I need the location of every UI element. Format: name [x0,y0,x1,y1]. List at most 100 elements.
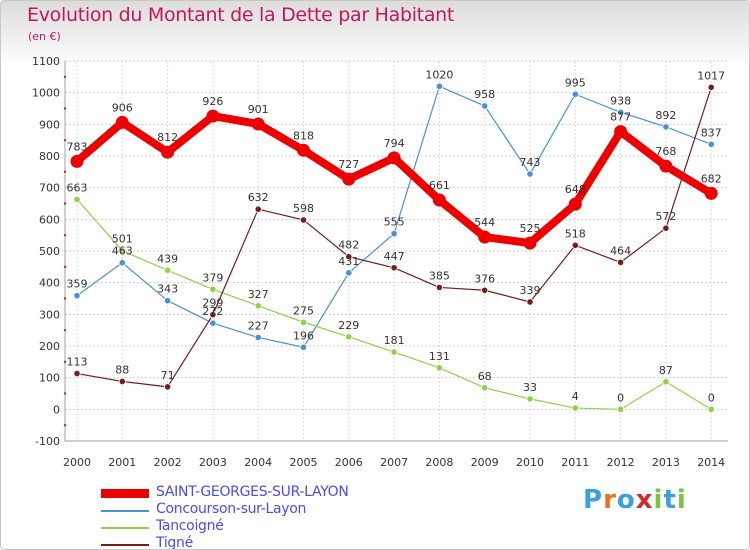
x-tick-label: 2005 [290,456,318,469]
x-tick-label: 2013 [652,456,680,469]
data-label: 632 [248,191,269,204]
data-label: 572 [655,210,676,223]
x-tick-label: 2010 [516,456,544,469]
y-minor-tick [63,360,67,364]
y-minor-tick [63,202,67,205]
series-point [478,230,492,244]
y-minor-tick [63,138,67,142]
series-point [251,117,265,131]
x-tick-label: 2004 [244,456,272,469]
series-point [616,405,625,413]
legend-swatch [101,544,149,546]
y-tick-label: 900 [39,118,60,131]
data-label: 648 [565,183,586,196]
legend-label: Tancoigné [156,518,224,534]
y-tick-label: 500 [39,245,60,258]
y-minor-tick [63,392,67,395]
data-label: 439 [157,252,178,265]
data-label: 1020 [425,68,453,81]
y-tick-label: 600 [39,213,60,226]
series-point [571,90,579,98]
series-point [73,369,81,378]
data-label: 501 [112,233,133,246]
series-point [161,145,175,159]
data-label: 525 [520,222,541,235]
y-minor-tick [63,233,67,237]
series-point [390,229,398,238]
series [70,82,718,413]
y-tick-label: 800 [39,150,60,163]
data-label: 4 [572,390,579,403]
y-minor-tick [63,107,67,110]
series-point [254,205,262,213]
data-label: 275 [293,304,314,317]
series-point [526,395,534,403]
legend-item: SAINT-GEORGES-SUR-LAYON [101,484,401,502]
y-minor-tick [63,75,67,79]
logo-letter: i [676,485,687,515]
data-label: 196 [293,329,314,342]
series-point [118,377,126,386]
y-minor-tick [63,265,67,269]
legend-label: SAINT-GEORGES-SUR-LAYON [156,484,349,500]
x-tick-label: 2000 [63,456,91,469]
data-label: 877 [610,111,631,124]
data-label: 743 [520,156,541,169]
data-label: 682 [701,172,722,185]
data-label: 339 [520,284,541,297]
series-point [616,258,625,266]
series-point [299,318,308,326]
legend-swatch [101,510,149,512]
y-minor-tick [63,170,67,174]
data-label: 783 [67,140,88,153]
logo-letter: o [616,485,636,515]
data-label: 299 [202,297,223,310]
data-label: 431 [338,255,359,268]
series-point [299,216,308,224]
series-point [345,269,353,277]
series-point [342,172,356,186]
x-tick-label: 2007 [380,456,408,469]
x-tick-label: 2001 [108,456,136,469]
line-chart: -100010020030040050060070080090010001100… [32,55,728,469]
x-tick-label: 2006 [335,456,363,469]
data-label: 901 [248,103,269,116]
data-label: 958 [474,88,495,101]
series-point [432,193,446,207]
data-label: 837 [701,126,722,139]
legend-item: Tigné [101,535,401,549]
data-label: 892 [655,109,676,122]
data-label: 113 [67,356,88,369]
series-point [571,241,579,249]
series-point [164,297,172,305]
series-point [526,170,534,178]
data-label: 995 [565,76,586,89]
y-tick-label: 1100 [32,55,60,68]
series-point [662,378,670,386]
data-label: 661 [429,179,450,192]
data-label: 794 [384,137,405,150]
data-label: 1017 [697,69,725,82]
data-label: 447 [384,250,405,263]
x-tick-label: 2012 [607,456,635,469]
chart-title: Evolution du Montant de la Dette par Hab… [27,4,455,26]
y-tick-label: 300 [39,308,60,321]
logo-letter: x [635,485,654,515]
legend-label: Concourson-sur-Layon [156,501,307,517]
logo-letter: i [653,485,664,515]
y-minor-tick [63,423,67,427]
data-label: 359 [67,278,88,291]
series-point [523,236,537,250]
data-label: 463 [112,245,133,258]
x-tick-label: 2008 [425,456,453,469]
series-point [70,154,84,168]
data-labels: 359 463 343 272 227 196 431 555 1020 958 743 995 938… [67,68,726,404]
data-label: 482 [338,239,359,252]
data-label: 544 [474,216,495,229]
series-point [73,292,81,300]
chart-unit: (en €) [28,30,61,43]
data-label: 343 [157,283,178,296]
data-label: 768 [655,145,676,158]
series-point [435,283,443,292]
data-label: 71 [161,369,175,382]
